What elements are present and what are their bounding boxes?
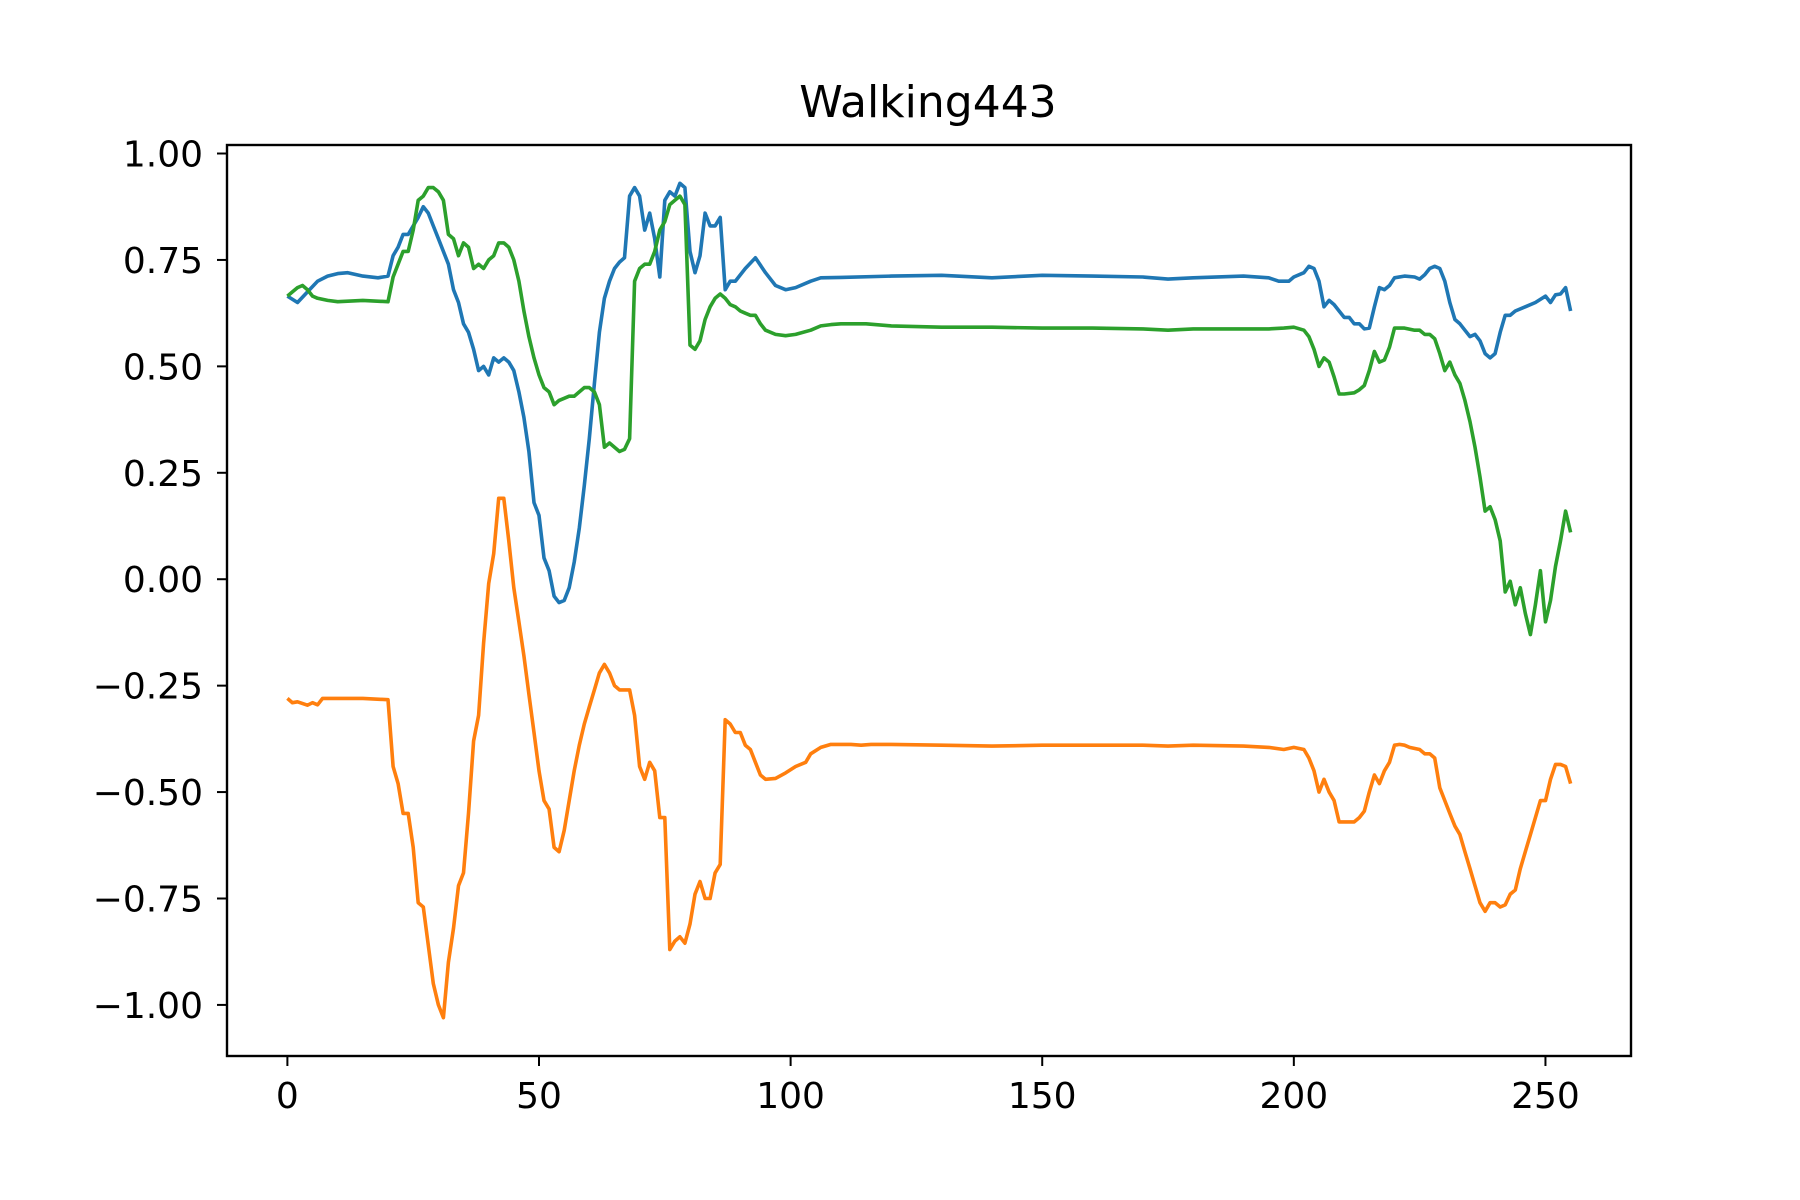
series-layer [286, 181, 1573, 1020]
series-line-3 [286, 185, 1573, 637]
y-tick-label: 0.25 [123, 454, 203, 495]
y-tick-label: 1.00 [123, 135, 203, 176]
y-tick-label: 0.75 [123, 241, 203, 282]
x-tick-label: 0 [276, 1076, 299, 1117]
y-tick-label: −0.50 [93, 773, 203, 814]
y-tick-label: −0.25 [93, 667, 203, 708]
tick-layer: 0 50 100 150 200 250 1.00 0.75 0.50 0.25 0.00 −0.25… [93, 135, 1580, 1117]
plot-area-frame [225, 143, 1633, 1058]
x-tick-label: 50 [516, 1076, 562, 1117]
series-line-1 [286, 181, 1573, 605]
x-tick-label: 200 [1259, 1076, 1328, 1117]
x-tick-label: 100 [756, 1076, 825, 1117]
series-line-2 [286, 496, 1573, 1020]
x-tick-label: 250 [1511, 1076, 1580, 1117]
y-tick-label: 0.00 [123, 560, 203, 601]
chart-title: Walking443 [799, 77, 1056, 128]
y-tick-label: 0.50 [123, 347, 203, 388]
y-tick-label: −1.00 [93, 986, 203, 1027]
x-tick-label: 150 [1008, 1076, 1077, 1117]
y-tick-label: −0.75 [93, 879, 203, 920]
